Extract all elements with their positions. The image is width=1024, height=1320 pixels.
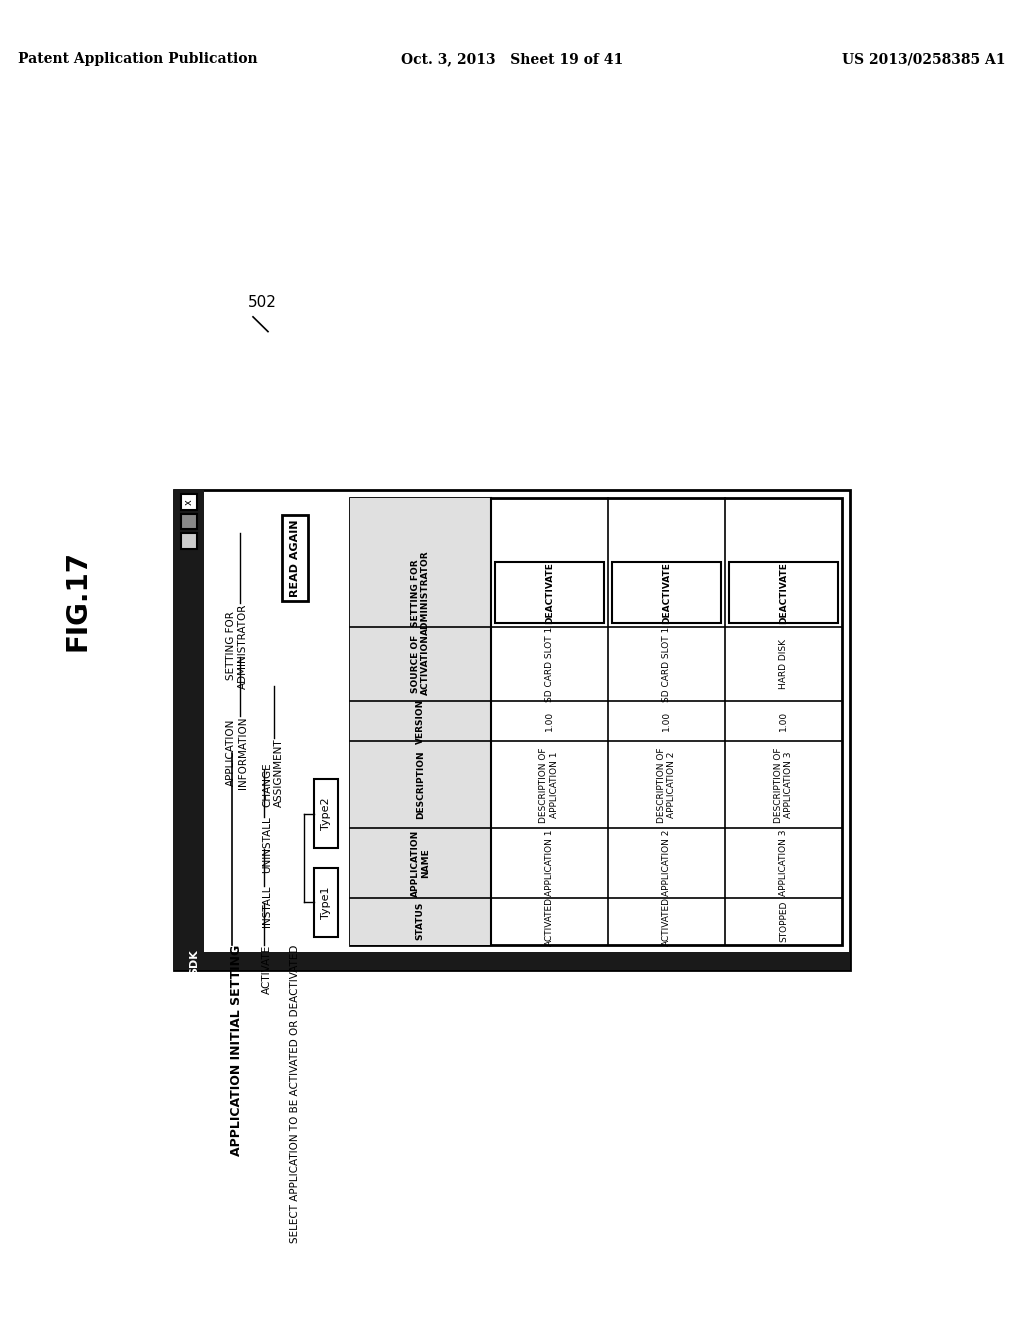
Text: US 2013/0258385 A1: US 2013/0258385 A1	[843, 53, 1006, 66]
Text: Patent Application Publication: Patent Application Publication	[18, 53, 258, 66]
Text: STATUS: STATUS	[416, 902, 425, 940]
Polygon shape	[729, 562, 838, 623]
Text: UNINSTALL: UNINSTALL	[262, 817, 272, 874]
Text: APPLICATION INITIAL SETTING: APPLICATION INITIAL SETTING	[230, 945, 243, 1156]
Text: DEACTIVATE: DEACTIVATE	[662, 562, 671, 624]
Polygon shape	[181, 513, 197, 529]
Text: 1.00: 1.00	[662, 711, 671, 731]
Text: DESCRIPTION OF
APPLICATION 1: DESCRIPTION OF APPLICATION 1	[540, 747, 559, 822]
Polygon shape	[495, 562, 604, 623]
Text: INSTALL: INSTALL	[262, 886, 272, 927]
Text: DEACTIVATE: DEACTIVATE	[779, 562, 787, 624]
Text: Type2: Type2	[321, 797, 331, 830]
Polygon shape	[350, 498, 490, 945]
Text: SETTING FOR
ADMINISTRATOR: SETTING FOR ADMINISTRATOR	[226, 603, 248, 689]
Text: CHANGE
ASSIGNMENT: CHANGE ASSIGNMENT	[262, 738, 284, 807]
Text: 1.00: 1.00	[779, 711, 787, 731]
Text: SDK: SDK	[189, 949, 199, 975]
Text: 502: 502	[248, 294, 276, 310]
Text: Type1: Type1	[321, 886, 331, 919]
Polygon shape	[181, 533, 197, 549]
Text: SELECT APPLICATION TO BE ACTIVATED OR DEACTIVATED: SELECT APPLICATION TO BE ACTIVATED OR DE…	[290, 945, 300, 1243]
Text: ACTIVATED: ACTIVATED	[662, 896, 671, 945]
Text: x: x	[184, 499, 194, 504]
Polygon shape	[181, 494, 197, 510]
Text: 1.00: 1.00	[545, 711, 554, 731]
Text: DEACTIVATE: DEACTIVATE	[545, 562, 554, 624]
Text: APPLICATION 1: APPLICATION 1	[545, 830, 554, 896]
Polygon shape	[174, 490, 850, 970]
Text: HARD DISK: HARD DISK	[779, 639, 787, 689]
Text: ACTIVATE: ACTIVATE	[262, 945, 272, 994]
Text: DESCRIPTION OF
APPLICATION 3: DESCRIPTION OF APPLICATION 3	[774, 747, 794, 822]
Polygon shape	[314, 867, 338, 937]
Polygon shape	[314, 779, 338, 849]
Text: STOPPED: STOPPED	[779, 900, 787, 942]
Text: Oct. 3, 2013   Sheet 19 of 41: Oct. 3, 2013 Sheet 19 of 41	[400, 53, 624, 66]
Polygon shape	[282, 515, 308, 601]
Text: APPLICATION 3: APPLICATION 3	[779, 830, 787, 896]
Text: DESCRIPTION OF
APPLICATION 2: DESCRIPTION OF APPLICATION 2	[656, 747, 676, 822]
Text: READ AGAIN: READ AGAIN	[290, 519, 300, 597]
Text: SD CARD SLOT 1: SD CARD SLOT 1	[545, 627, 554, 702]
Text: SD CARD SLOT 1: SD CARD SLOT 1	[662, 627, 671, 702]
Polygon shape	[611, 562, 721, 623]
Text: DESCRIPTION: DESCRIPTION	[416, 751, 425, 820]
Polygon shape	[174, 953, 850, 970]
Text: APPLICATION 2: APPLICATION 2	[662, 830, 671, 896]
Text: ACTIVATED: ACTIVATED	[545, 896, 554, 945]
Text: SOURCE OF
ACTIVATION: SOURCE OF ACTIVATION	[411, 634, 430, 694]
Polygon shape	[350, 498, 842, 945]
Text: VERSION: VERSION	[416, 698, 425, 744]
Text: APPLICATION
INFORMATION: APPLICATION INFORMATION	[226, 717, 248, 789]
Text: APPLICATION
NAME: APPLICATION NAME	[411, 829, 430, 896]
Text: SETTING FOR
ADMINISTRATOR: SETTING FOR ADMINISTRATOR	[411, 550, 430, 635]
Polygon shape	[174, 490, 204, 970]
Text: FIG.17: FIG.17	[63, 549, 92, 651]
